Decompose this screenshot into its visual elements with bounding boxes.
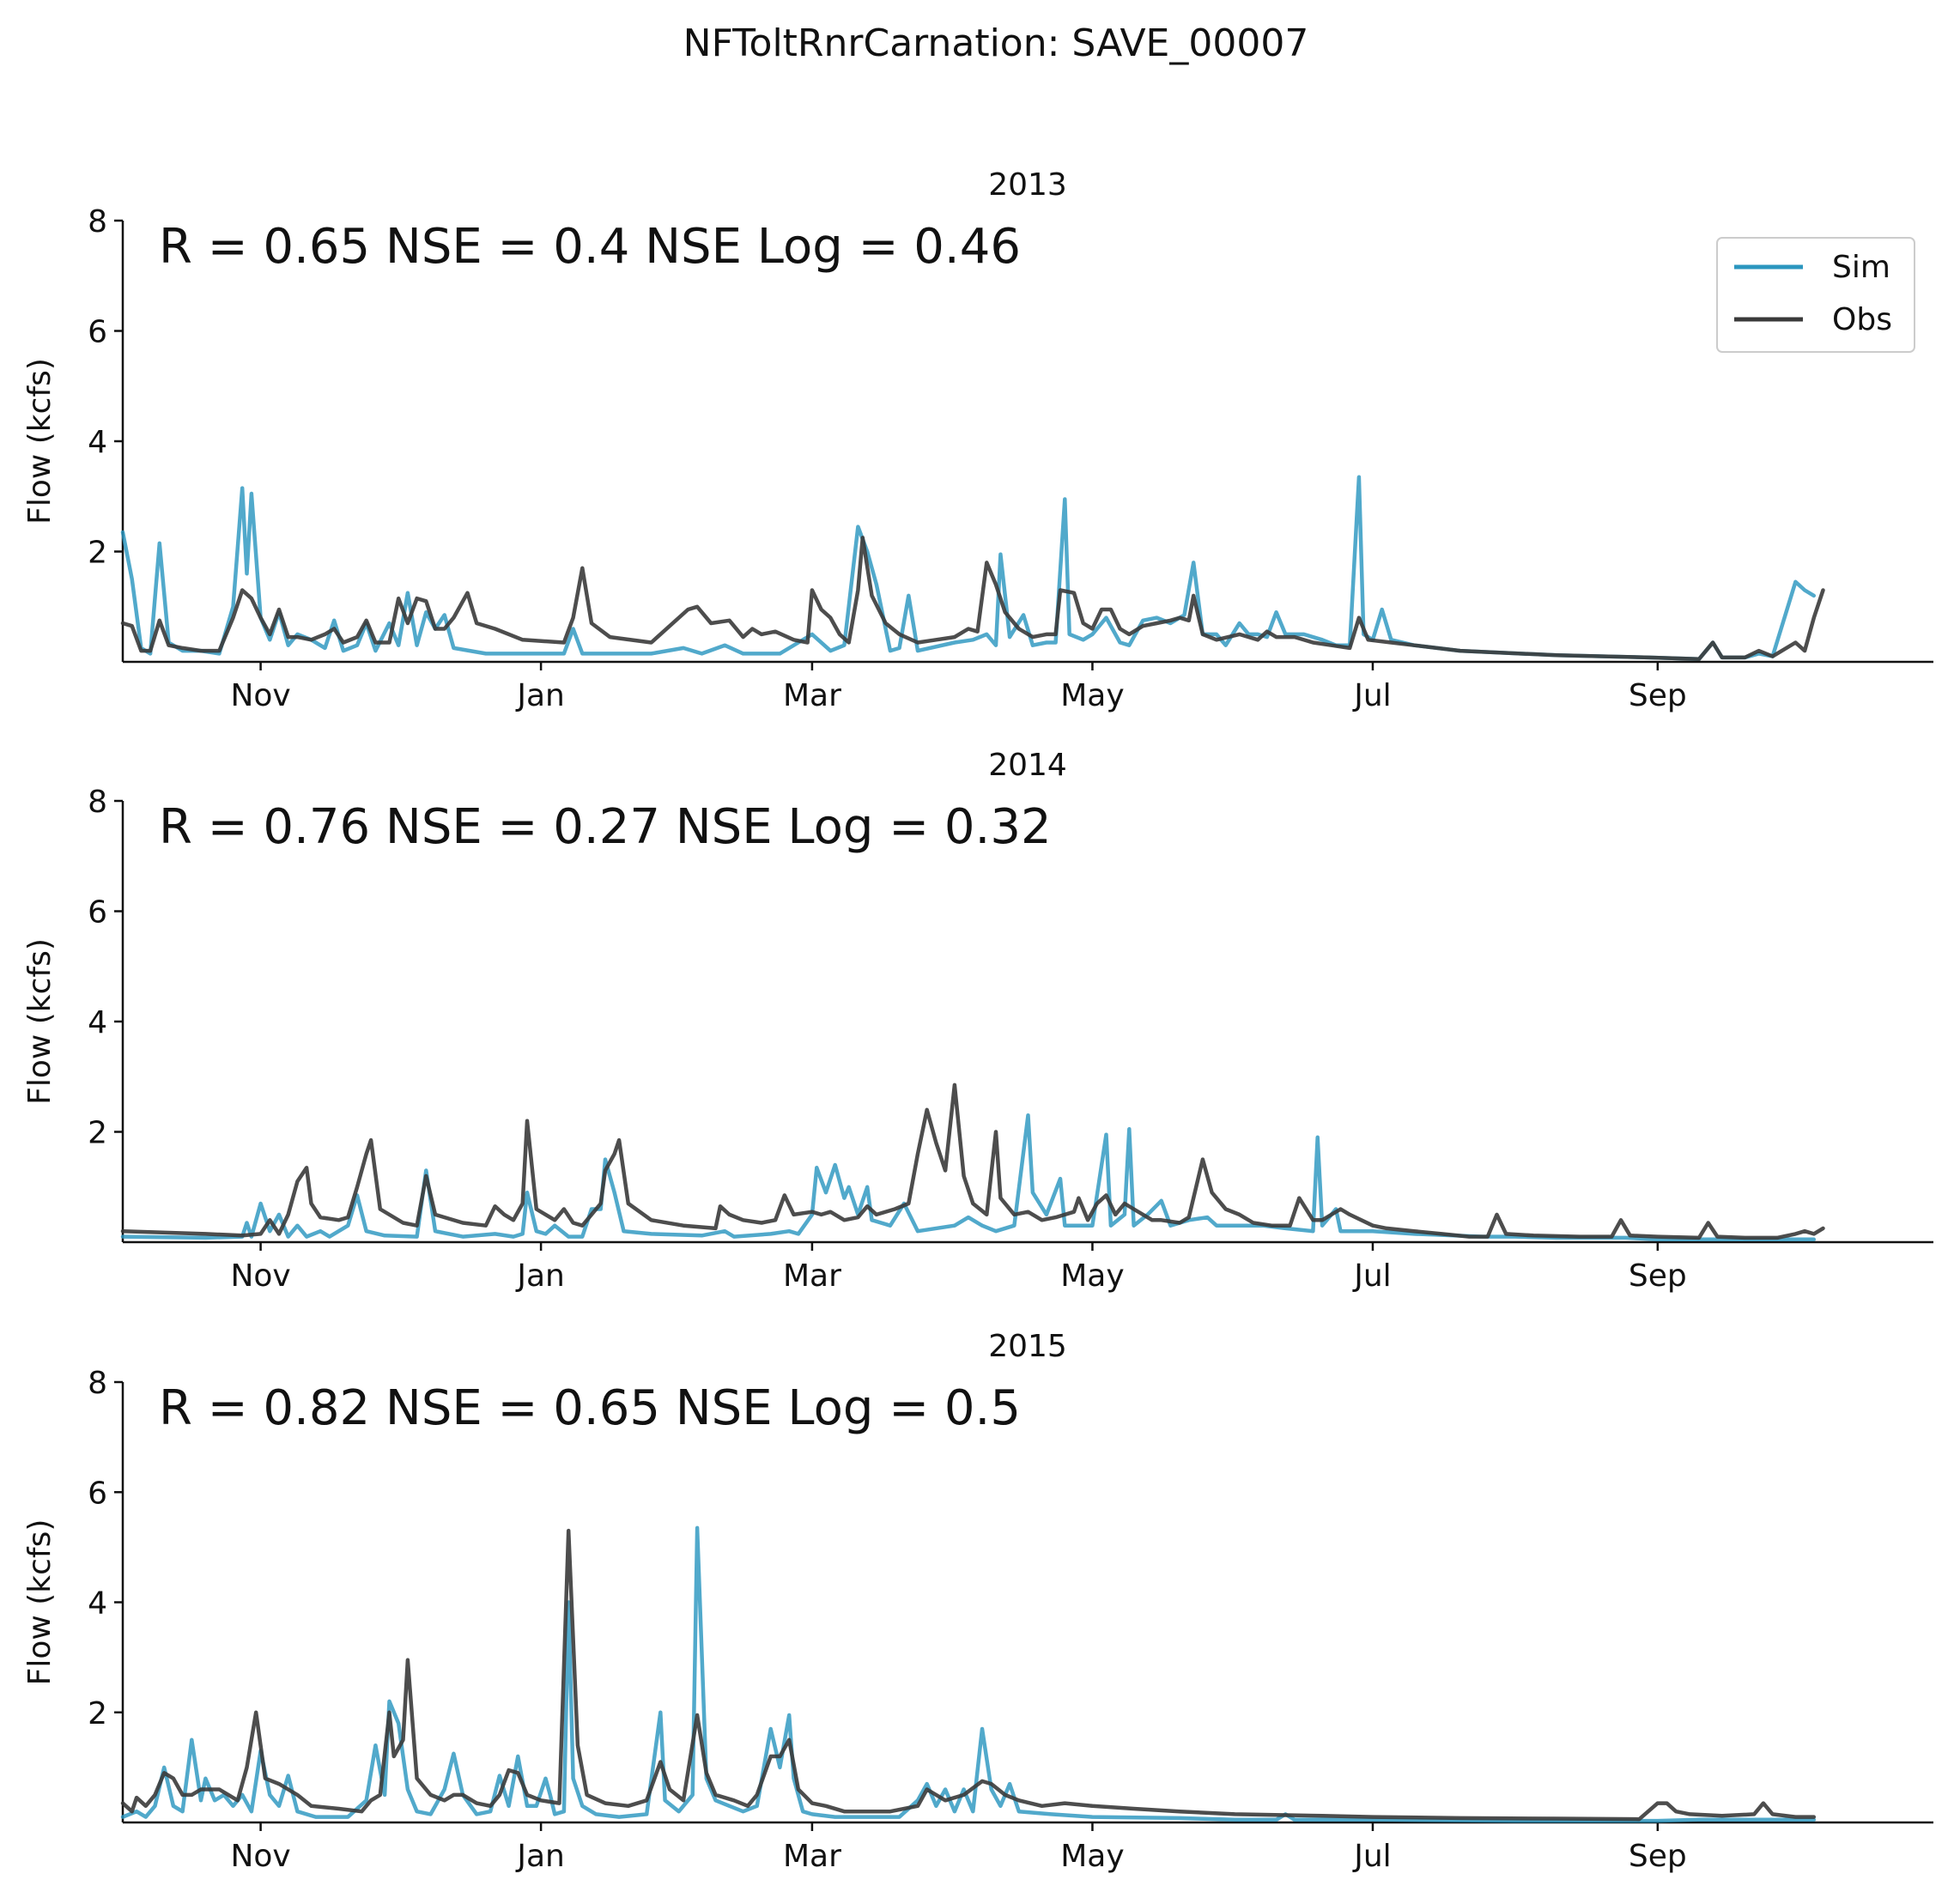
legend-obs-label: Obs xyxy=(1832,302,1892,337)
y-axis-label: Flow (kcfs) xyxy=(22,938,58,1105)
series-obs-line xyxy=(120,1528,1817,1822)
x-tick-label: Sep xyxy=(1629,1258,1687,1294)
x-tick-label: Jul xyxy=(1352,678,1391,713)
panel-2014: 2014 R = 0.76 NSE = 0.27 NSE Log = 0.32 2 4… xyxy=(22,748,1933,1294)
y-tick-label: 4 xyxy=(88,1586,107,1622)
x-tick-label: Nov xyxy=(230,678,290,713)
y-axis-label: Flow (kcfs) xyxy=(22,358,58,525)
y-tick-label: 8 xyxy=(88,1366,107,1401)
y-tick-label: 8 xyxy=(88,785,107,820)
x-tick-label: Jan xyxy=(515,678,565,713)
x-tick-label: Sep xyxy=(1629,1839,1687,1874)
panels: 2013 R = 0.65 NSE = 0.4 NSE Log = 0.46 2 4 6… xyxy=(22,167,1933,1874)
panel-2015: 2015 R = 0.82 NSE = 0.65 NSE Log = 0.5 2 4 6… xyxy=(22,1329,1933,1874)
series-sim-line xyxy=(120,475,1817,662)
panel-2013: 2013 R = 0.65 NSE = 0.4 NSE Log = 0.46 2 4 6… xyxy=(22,167,1933,713)
y-tick-label: 8 xyxy=(88,204,107,240)
y-tick-label: 2 xyxy=(88,1696,107,1731)
y-tick-label: 6 xyxy=(88,1476,107,1511)
x-tick-label: May xyxy=(1060,678,1124,713)
series-sim-line xyxy=(120,1525,1817,1823)
series-obs-line xyxy=(120,1082,1825,1240)
x-tick-label: Nov xyxy=(230,1258,290,1294)
legend-sim-label: Sim xyxy=(1832,250,1890,285)
panel-title: 2013 xyxy=(988,167,1067,203)
y-tick-label: 4 xyxy=(88,1005,107,1040)
x-tick-label: Nov xyxy=(230,1839,290,1874)
legend: Sim Obs xyxy=(1716,237,1915,353)
stats-annotation: R = 0.65 NSE = 0.4 NSE Log = 0.46 xyxy=(159,219,1021,275)
x-tick-label: Sep xyxy=(1629,678,1687,713)
figure-title: NFToltRnrCarnation: SAVE_00007 xyxy=(683,21,1309,65)
y-tick-label: 6 xyxy=(88,895,107,931)
y-tick-label: 2 xyxy=(88,536,107,571)
x-tick-label: Mar xyxy=(783,1839,841,1874)
stats-annotation: R = 0.76 NSE = 0.27 NSE Log = 0.32 xyxy=(159,799,1052,855)
x-tick-label: Jan xyxy=(515,1839,565,1874)
x-tick-label: Jan xyxy=(515,1258,565,1294)
series-obs-line xyxy=(120,536,1825,662)
x-tick-label: May xyxy=(1060,1839,1124,1874)
panel-title: 2014 xyxy=(988,748,1067,783)
x-tick-label: Jul xyxy=(1352,1839,1391,1874)
y-axis-label: Flow (kcfs) xyxy=(22,1519,58,1686)
panel-title: 2015 xyxy=(988,1329,1067,1364)
x-tick-label: Mar xyxy=(783,1258,841,1294)
x-tick-label: May xyxy=(1060,1258,1124,1294)
stats-annotation: R = 0.82 NSE = 0.65 NSE Log = 0.5 xyxy=(159,1380,1021,1436)
y-tick-label: 4 xyxy=(88,425,107,460)
x-tick-label: Jul xyxy=(1352,1258,1391,1294)
x-tick-label: Mar xyxy=(783,678,841,713)
y-tick-label: 6 xyxy=(88,315,107,350)
y-tick-label: 2 xyxy=(88,1116,107,1151)
